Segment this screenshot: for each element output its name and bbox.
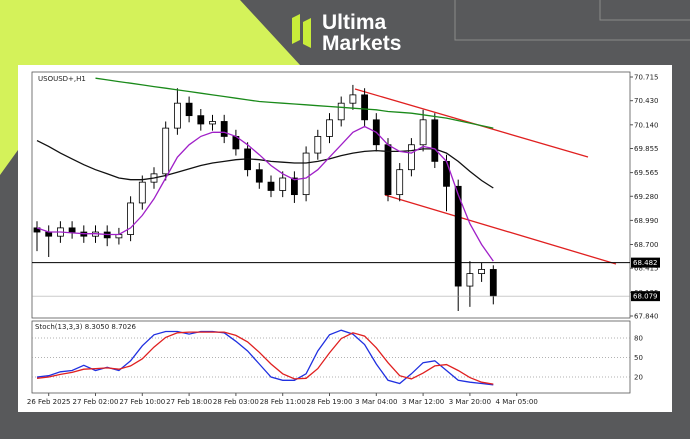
logo: Ultima Markets <box>292 11 401 55</box>
brand-line: Ultima <box>322 11 387 34</box>
candle-body <box>349 94 357 104</box>
candle-body <box>209 121 216 125</box>
candle-body <box>173 102 181 129</box>
candle-body <box>361 94 369 121</box>
x-tick-label: 28 Feb 11:00 <box>260 398 306 406</box>
candle-body <box>185 102 193 117</box>
brand-line: Markets <box>322 32 401 55</box>
x-tick-label: 26 Feb 2025 <box>27 398 71 406</box>
candle-body <box>326 119 333 137</box>
stoch-plot <box>31 320 631 394</box>
candle-body <box>220 121 228 137</box>
candle-body <box>384 144 392 196</box>
deco-line <box>599 0 690 21</box>
candle-body <box>443 160 450 187</box>
y-tick-label: 80 <box>634 335 643 343</box>
candle-body <box>197 115 205 125</box>
candle-body <box>255 169 263 183</box>
x-tick-label: 27 Feb 18:00 <box>166 398 212 406</box>
candle-body <box>489 269 497 297</box>
candle-body <box>33 227 41 233</box>
price-label: 68.079 <box>633 293 658 301</box>
deco-line <box>454 0 690 41</box>
series-line <box>36 331 494 385</box>
channel-line <box>384 194 617 265</box>
x-tick-label: 28 Feb 19:00 <box>307 398 353 406</box>
y-tick-label: 70.140 <box>634 121 659 129</box>
y-tick-label: 70.430 <box>634 97 659 105</box>
candle-body <box>466 273 474 287</box>
y-tick-label: 68.990 <box>634 217 659 225</box>
x-tick-label: 3 Mar 20:00 <box>449 398 491 406</box>
candle-body <box>396 169 404 196</box>
series-line <box>95 77 494 129</box>
candle-body <box>290 177 298 196</box>
y-tick-label: 68.415 <box>634 265 659 273</box>
series-line <box>36 125 494 262</box>
candle-body <box>68 227 76 233</box>
x-tick-label: 3 Mar 04:00 <box>355 398 397 406</box>
candle-body <box>279 177 287 191</box>
level-tag <box>631 257 660 268</box>
accent-shape <box>0 0 300 175</box>
y-tick-label: 69.855 <box>634 145 659 153</box>
candle-body <box>314 136 322 154</box>
candle-body <box>419 119 427 146</box>
y-tick-label: 70.715 <box>634 74 659 82</box>
x-tick-label: 4 Mar 05:00 <box>496 398 538 406</box>
candle-body <box>454 185 462 287</box>
y-tick-label: 69.565 <box>634 169 659 177</box>
price-plot <box>31 71 631 319</box>
candle-body <box>45 231 53 237</box>
y-tick-label: 20 <box>634 374 643 382</box>
candle-body <box>127 202 134 235</box>
chart-panel <box>18 65 672 412</box>
candle-body <box>267 181 275 191</box>
candle-body <box>337 102 345 121</box>
y-tick-label: 68.700 <box>634 241 659 249</box>
y-tick-label: 69.280 <box>634 193 659 201</box>
y-tick-label: 50 <box>634 354 643 362</box>
candle-body <box>478 269 486 275</box>
candle-body <box>302 152 310 196</box>
x-tick-label: 3 Mar 12:00 <box>402 398 444 406</box>
price-tag <box>631 291 660 302</box>
stoch-title: Stoch(13,3,3) 8.3050 8.7026 <box>35 323 136 331</box>
level-label: 68.482 <box>633 259 658 267</box>
candle-body <box>431 119 439 162</box>
candle-body <box>162 127 170 175</box>
chart-title: USOUSD+,H1 <box>38 75 86 83</box>
x-tick-label: 27 Feb 02:00 <box>73 398 119 406</box>
y-tick-label: 67.840 <box>634 313 659 321</box>
x-tick-label: 28 Feb 03:00 <box>213 398 259 406</box>
x-tick-label: 27 Feb 10:00 <box>119 398 165 406</box>
candle-body <box>407 144 415 171</box>
candle-body <box>138 181 146 204</box>
